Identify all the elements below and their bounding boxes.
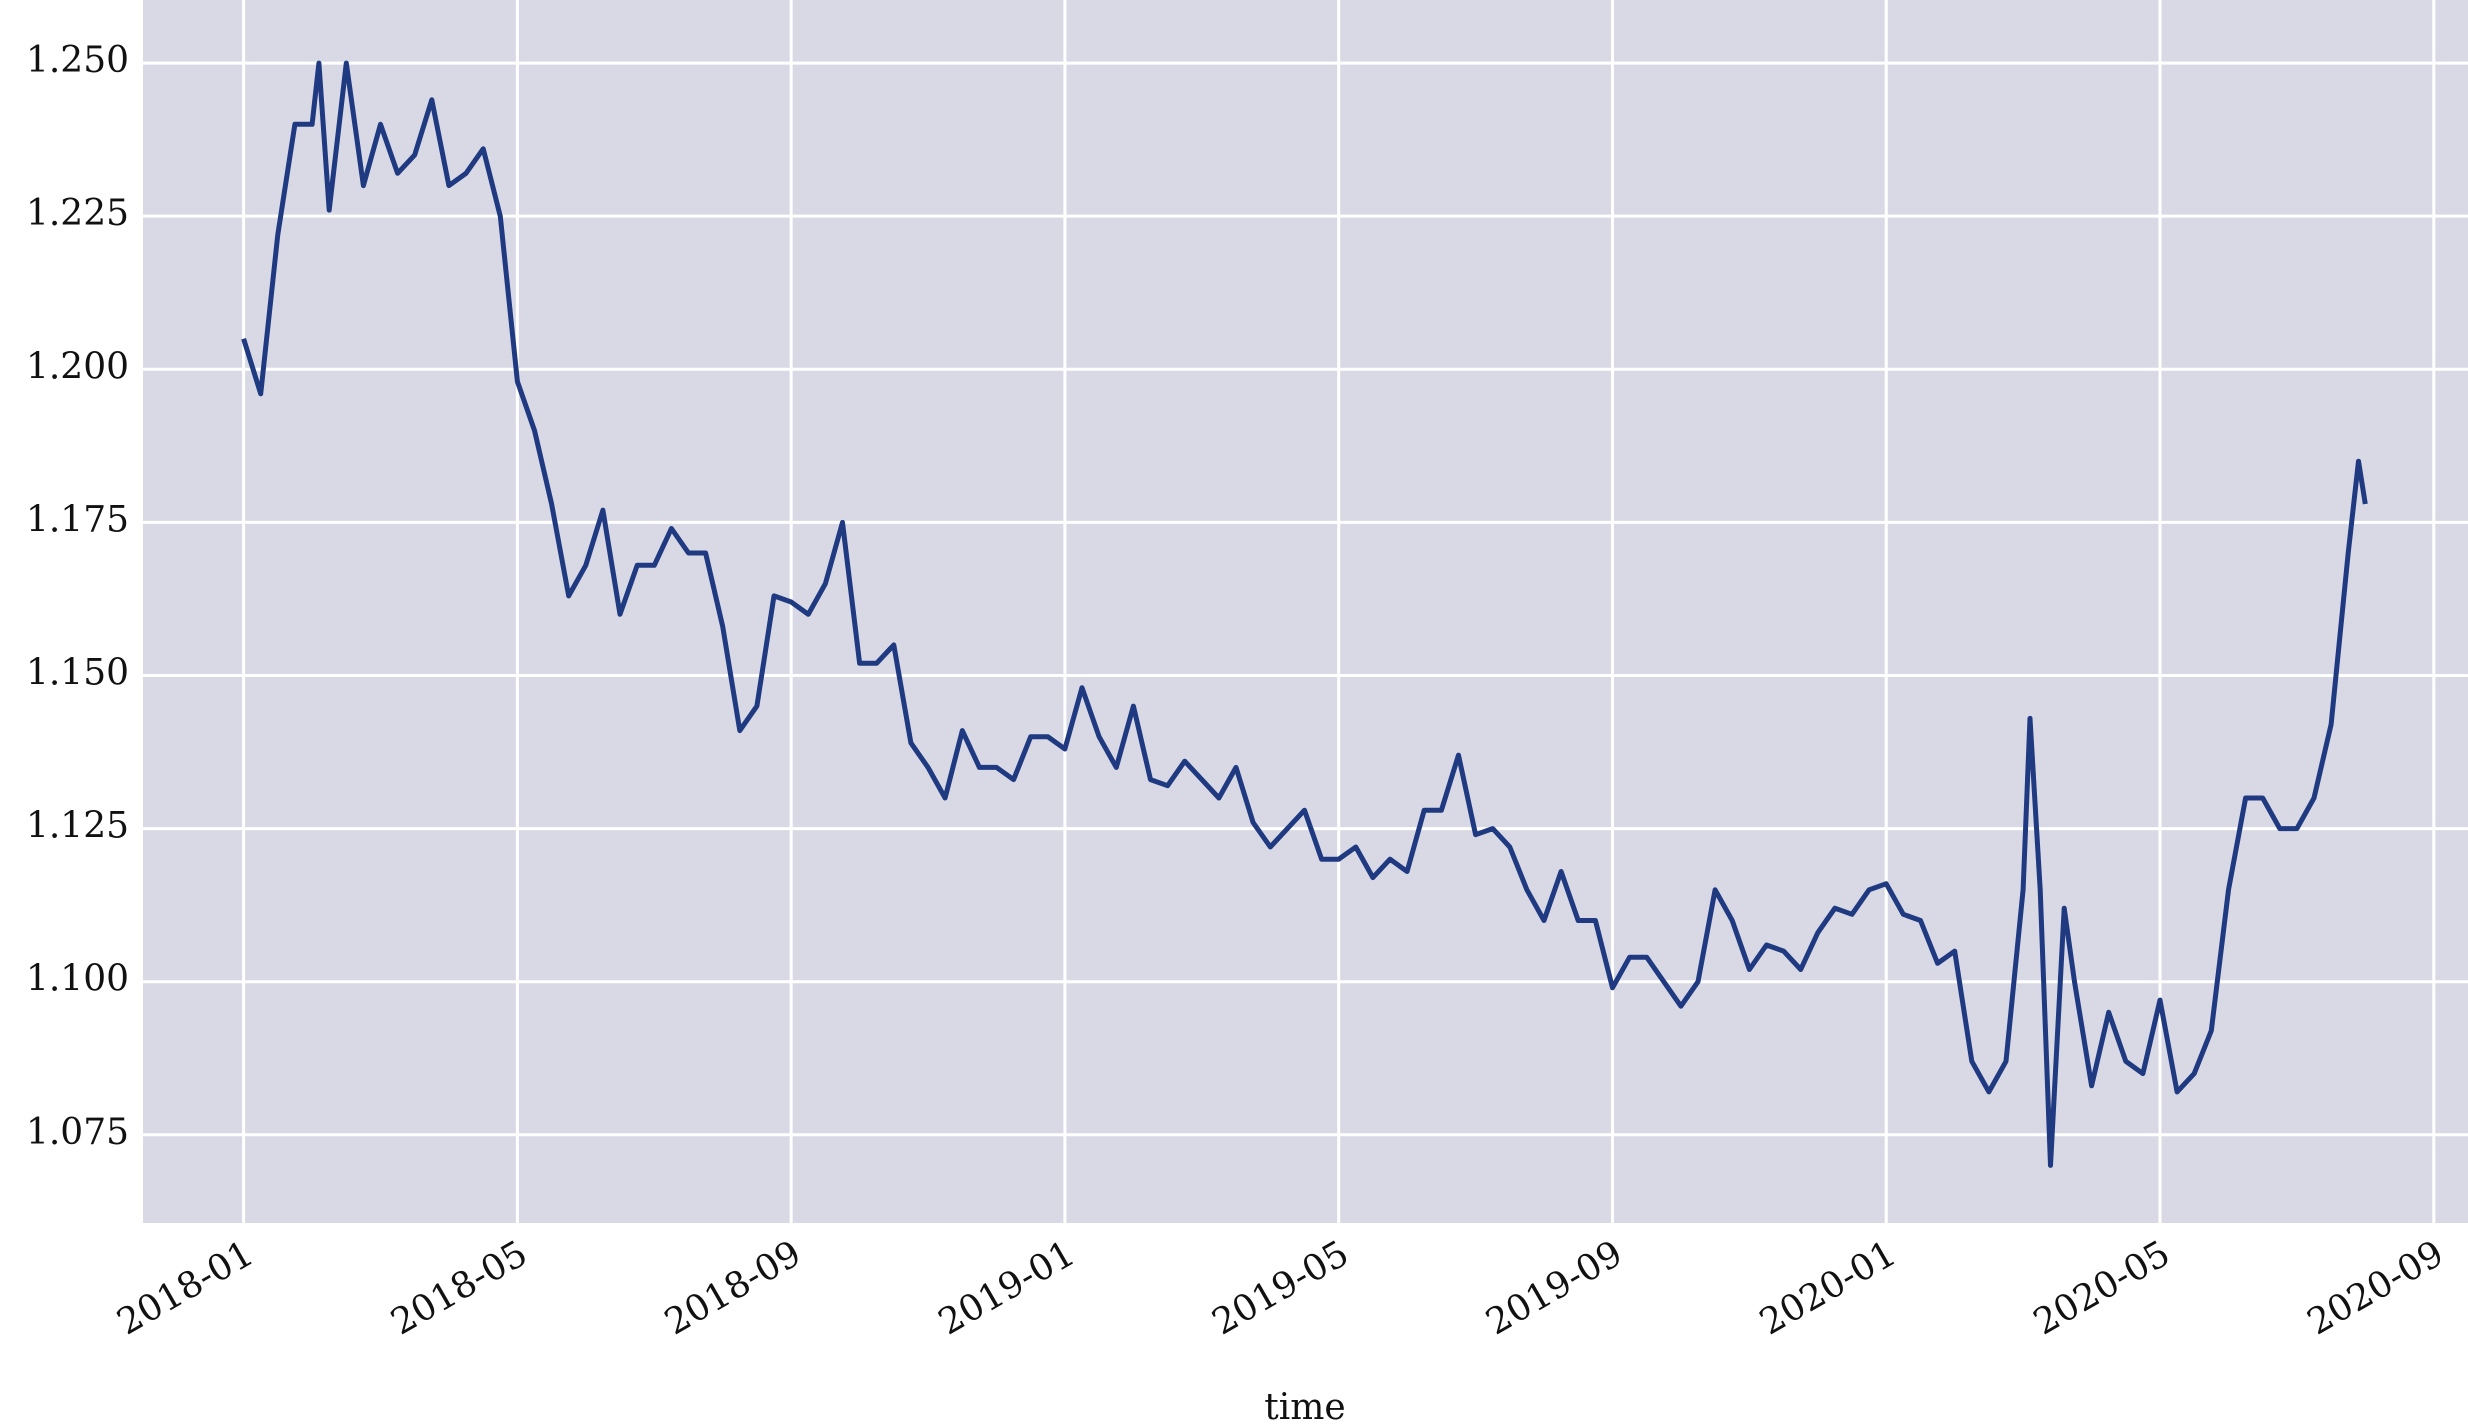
x-tick-label: 2018-09 <box>658 1233 808 1343</box>
x-tick-label: 2018-05 <box>384 1233 534 1343</box>
y-tick-label: 1.250 <box>26 40 129 81</box>
y-tick-label: 1.150 <box>26 652 129 693</box>
y-tick-label: 1.225 <box>26 193 129 234</box>
y-tick-label: 1.075 <box>26 1112 129 1153</box>
x-tick-label: 2019-01 <box>932 1233 1082 1343</box>
y-tick-label: 1.100 <box>26 959 129 1000</box>
line-series <box>241 60 2368 1168</box>
x-tick-label: 2019-05 <box>1206 1233 1356 1343</box>
y-tick-label: 1.125 <box>26 806 129 847</box>
x-tick-label: 2019-09 <box>1479 1233 1629 1343</box>
y-tick-label: 1.200 <box>26 346 129 387</box>
x-tick-label: 2020-09 <box>2301 1233 2451 1343</box>
x-tick-label: 2020-05 <box>2027 1233 2177 1343</box>
x-tick-label: 2018-01 <box>111 1233 261 1343</box>
x-tick-label: 2020-01 <box>1753 1233 1903 1343</box>
y-tick-label: 1.175 <box>26 499 129 540</box>
x-axis-label: time <box>1264 1387 1345 1427</box>
